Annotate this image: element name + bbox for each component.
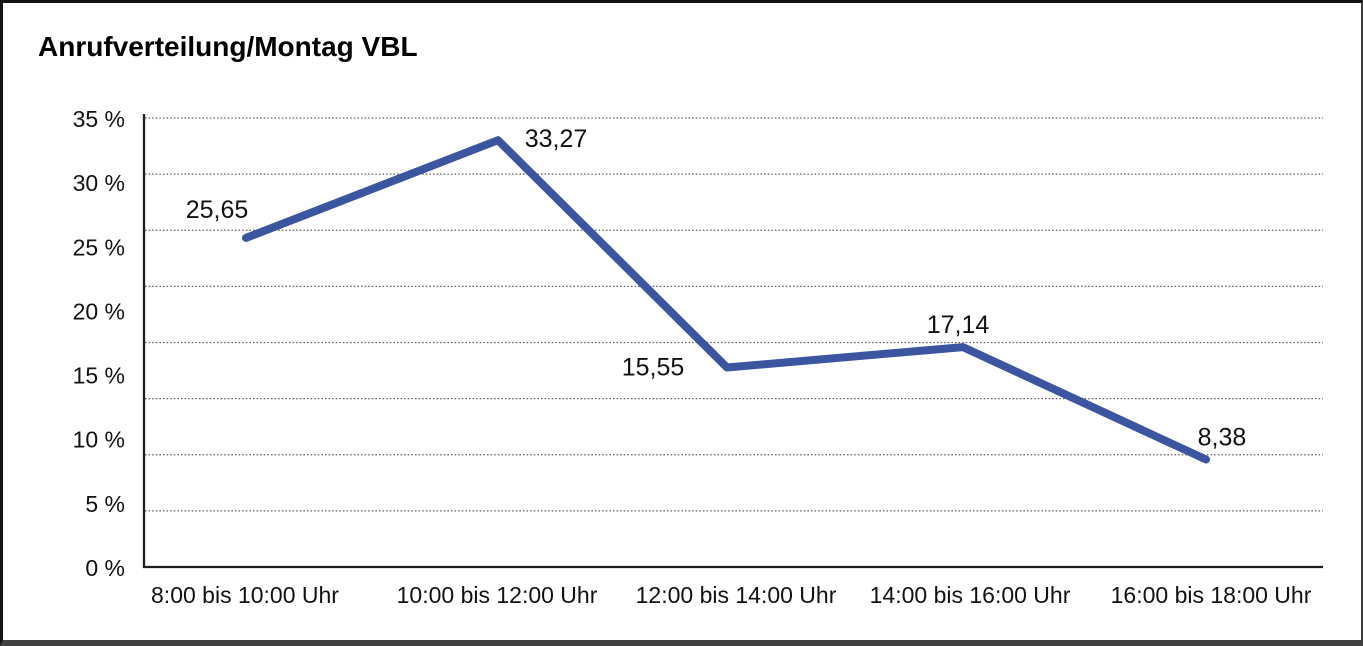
y-axis-tick-label: 15 %: [73, 363, 125, 389]
data-label: 33,27: [525, 125, 588, 153]
y-axis-tick-label: 0 %: [85, 555, 125, 581]
x-axis-labels: 8:00 bis 10:00 Uhr 10:00 bis 12:00 Uhr 12:…: [151, 582, 1312, 608]
y-axis-tick-label: 25 %: [73, 234, 125, 260]
chart-title: Anrufverteilung/Montag VBL: [38, 31, 418, 62]
y-axis-tick-label: 35 %: [73, 106, 125, 132]
y-axis-tick-label: 5 %: [85, 491, 125, 517]
y-axis-tick-label: 30 %: [73, 170, 125, 196]
gridlines: [145, 117, 1323, 512]
x-axis-tick-label: 14:00 bis 16:00 Uhr: [870, 582, 1071, 608]
data-label: 15,55: [622, 354, 685, 382]
data-label: 17,14: [927, 311, 990, 339]
data-line-group: [242, 136, 1210, 464]
y-axis-tick-label: 20 %: [73, 298, 125, 324]
data-label: 8,38: [1198, 423, 1247, 451]
y-axis-tick-label: 10 %: [73, 427, 125, 453]
x-axis-tick-label: 12:00 bis 14:00 Uhr: [636, 582, 837, 608]
data-label: 25,65: [186, 196, 249, 224]
data-labels: 25,65 33,27 15,55 17,14 8,38: [186, 125, 1247, 451]
y-axis-labels: 35 % 30 % 25 % 20 % 15 % 10 % 5 % 0 %: [73, 106, 125, 581]
axes: [142, 114, 1323, 569]
series-line: [242, 136, 1210, 464]
x-axis-tick-label: 8:00 bis 10:00 Uhr: [151, 582, 339, 608]
x-axis-tick-label: 16:00 bis 18:00 Uhr: [1111, 582, 1312, 608]
x-axis-tick-label: 10:00 bis 12:00 Uhr: [397, 582, 598, 608]
